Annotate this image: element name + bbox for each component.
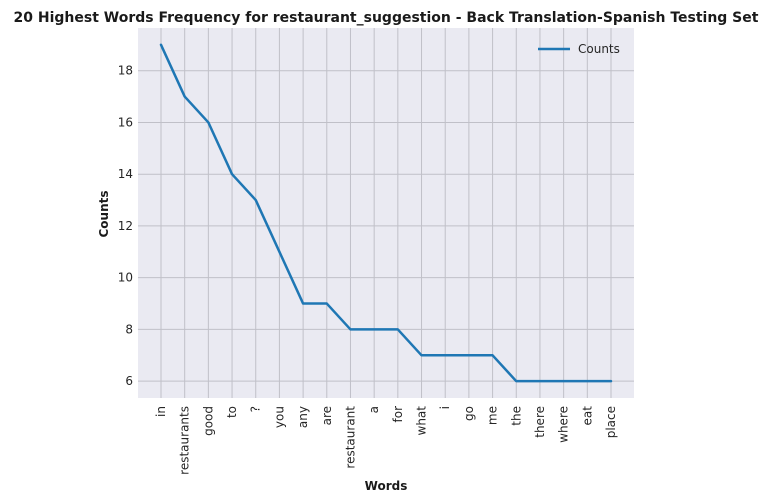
- y-tick-label: 18: [118, 64, 133, 78]
- x-tick-label: in: [154, 406, 168, 417]
- x-tick-label: what: [415, 406, 429, 436]
- y-tick-label: 14: [118, 167, 133, 181]
- x-tick-label: place: [604, 406, 618, 438]
- x-tick-label: you: [272, 406, 286, 428]
- x-axis-ticks: in restaurants good to? you any are restaurant a…: [154, 406, 618, 475]
- x-tick-label: restaurants: [178, 406, 192, 475]
- y-tick-label: 6: [125, 374, 133, 388]
- x-tick-label: where: [557, 406, 571, 443]
- x-tick-label: good: [201, 406, 215, 436]
- x-tick-label: for: [391, 406, 405, 423]
- x-tick-label: any: [296, 406, 310, 428]
- x-tick-label: i: [438, 406, 452, 409]
- x-tick-label: there: [533, 406, 547, 438]
- x-tick-label: eat: [580, 406, 594, 426]
- y-axis-ticks: 6 8 10 12 14 16 18: [118, 64, 133, 388]
- chart-title: 20 Highest Words Frequency for restauran…: [14, 10, 759, 26]
- y-tick-label: 12: [118, 219, 133, 233]
- series-line-counts: [159, 43, 613, 383]
- legend-label-counts: Counts: [578, 42, 620, 56]
- x-axis-label: Words: [365, 479, 408, 493]
- x-tick-label: ?: [249, 406, 263, 412]
- plot-area: [138, 28, 634, 398]
- x-tick-label: restaurant: [343, 406, 357, 469]
- x-tick-label: to: [225, 406, 239, 418]
- grid-lines: [138, 28, 634, 398]
- x-tick-label: are: [320, 406, 334, 425]
- y-axis-label: Counts: [97, 190, 111, 237]
- y-tick-label: 16: [118, 115, 133, 129]
- series-layer: [159, 43, 613, 383]
- x-tick-label: go: [462, 406, 476, 421]
- x-tick-label: the: [509, 406, 523, 426]
- y-tick-label: 8: [125, 322, 133, 336]
- x-tick-label: a: [367, 406, 381, 413]
- y-tick-label: 10: [118, 271, 133, 285]
- x-tick-label: me: [486, 406, 500, 425]
- legend: Counts: [538, 42, 620, 56]
